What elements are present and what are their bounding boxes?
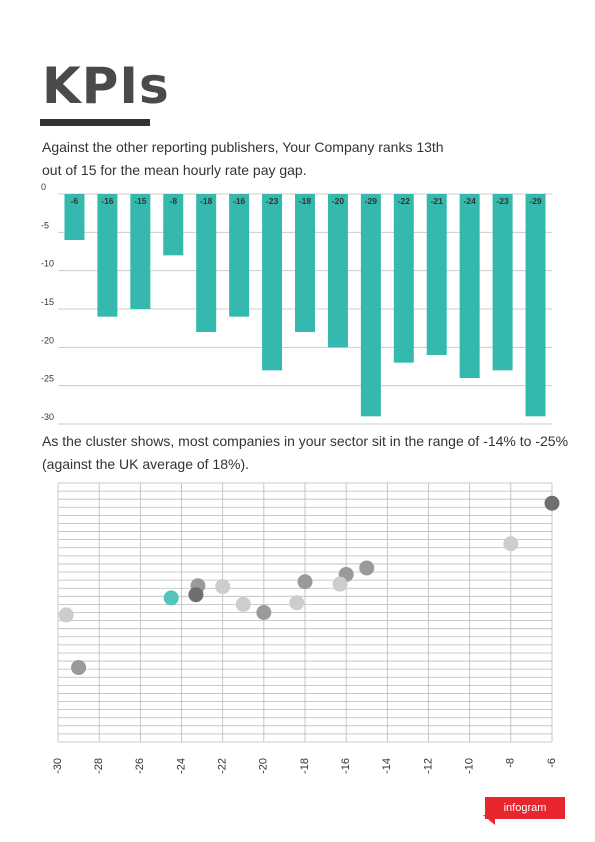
intro-text: Against the other reporting publishers, … [42, 139, 444, 178]
bar-data-label: -23 [496, 196, 509, 206]
bar-data-label: -29 [529, 196, 542, 206]
bar [130, 194, 151, 309]
bar-data-label: -18 [299, 196, 312, 206]
bar-data-label: -23 [266, 196, 279, 206]
scatter-point [256, 605, 272, 620]
scatter-point [338, 566, 354, 582]
bar-y-tick-label: -25 [41, 374, 54, 384]
scatter-point [71, 660, 87, 676]
title-underline [40, 119, 150, 126]
bar-data-label: -8 [169, 196, 177, 206]
bar [393, 194, 414, 363]
scatter-x-tick-label: -24 [175, 758, 187, 774]
bar [229, 194, 250, 317]
bar-data-label: -16 [101, 196, 114, 206]
scatter-x-tick-label: -14 [381, 758, 393, 774]
page-title: KPIs [42, 57, 170, 115]
scatter-point [503, 536, 519, 552]
scatter-point [190, 578, 206, 594]
bar [525, 194, 546, 417]
scatter-x-tick-label: -18 [299, 758, 311, 774]
bar-y-tick-label: -10 [41, 259, 54, 269]
scatter-x-tick-label: -22 [217, 758, 229, 774]
bar [426, 194, 447, 355]
bar-data-label: -21 [431, 196, 444, 206]
scatter-x-tick-label: -8 [505, 758, 517, 768]
scatter-x-tick-label: -16 [340, 758, 352, 774]
scatter-point [297, 574, 313, 590]
bar-data-label: -16 [233, 196, 246, 206]
bar-data-label: -24 [464, 196, 477, 206]
bar [295, 194, 315, 332]
bar [196, 194, 217, 332]
badge-tail-shape [483, 815, 495, 825]
scatter-point [235, 596, 251, 612]
bar-data-label: -15 [134, 196, 147, 206]
bar-chart: 0 -5 -10 -15 -20 -25 -30 -6 -16 -15 -8 -18 -16 -23 -18… [41, 182, 552, 425]
infogram-badge[interactable]: infogram [485, 797, 565, 819]
bar-y-tick-label: -5 [41, 220, 49, 230]
scatter-point [359, 560, 375, 576]
bar [459, 194, 480, 378]
bar [492, 194, 513, 371]
scatter-x-tick-label: -20 [258, 758, 270, 774]
bar-data-label: -29 [365, 196, 378, 206]
bar-data-label: -22 [398, 196, 411, 206]
scatter-x-tick-label: -12 [422, 758, 434, 774]
scatter-point [58, 607, 74, 623]
bar-y-tick-label: -15 [41, 297, 54, 307]
bar [97, 194, 118, 317]
scatter-x-tick-label: -28 [93, 758, 105, 774]
bar [163, 194, 184, 256]
scatter-point [544, 495, 560, 511]
bar-y-tick-label: -20 [41, 335, 54, 345]
scatter-x-tick-label: -10 [464, 758, 476, 774]
scatter-point [215, 579, 231, 595]
bar [262, 194, 283, 371]
scatter-x-tick-label: -6 [546, 758, 558, 768]
bar [360, 194, 381, 417]
scatter-point [332, 576, 348, 592]
scatter-x-tick-label: -30 [52, 758, 64, 774]
scatter-point [289, 595, 305, 611]
bar [64, 194, 85, 240]
cluster-text: As the cluster shows, most companies in … [42, 433, 569, 472]
scatter-point [188, 587, 204, 603]
bar-y-tick-label: -30 [41, 412, 54, 422]
bar-y-tick-label: 0 [41, 182, 46, 192]
bar-data-label: -18 [200, 196, 213, 206]
bar [327, 194, 348, 348]
bar-data-label: -20 [332, 196, 345, 206]
bar-data-label: -6 [71, 196, 79, 206]
scatter-point [163, 590, 179, 606]
scatter-x-tick-label: -26 [134, 758, 146, 774]
